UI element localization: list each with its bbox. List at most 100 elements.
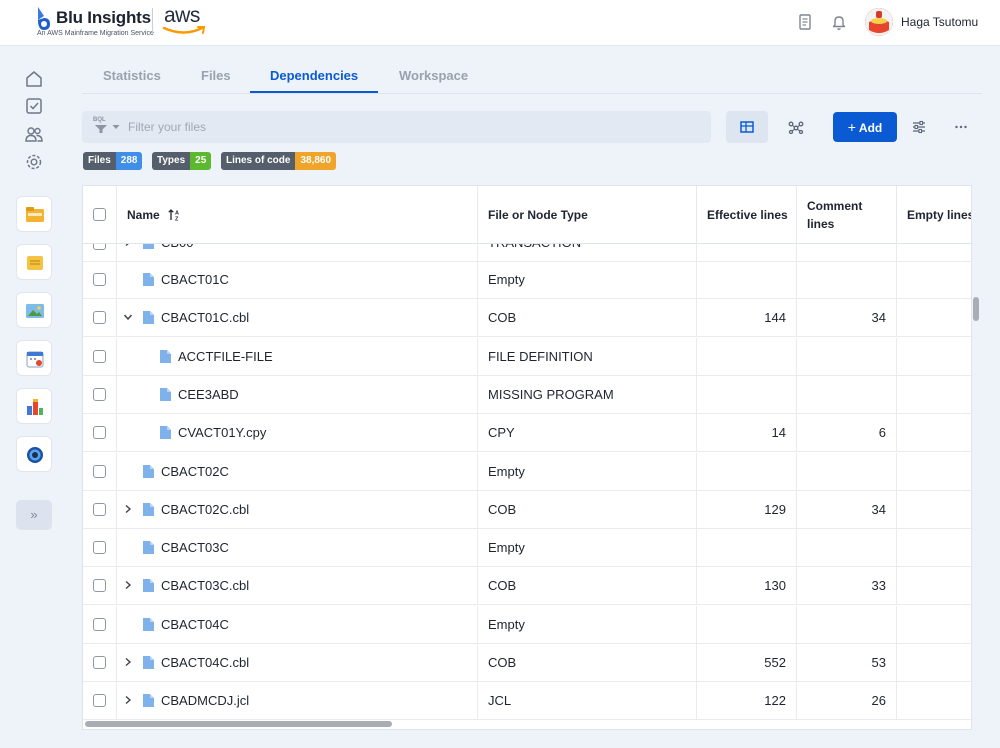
name-cell: CBACT02C.cbl: [117, 490, 478, 529]
file-name[interactable]: CBACT02C.cbl: [161, 501, 250, 517]
row-checkbox[interactable]: [93, 387, 106, 401]
row-checkbox[interactable]: [93, 426, 106, 440]
file-name[interactable]: ACCTFILE-FILE: [178, 348, 273, 364]
sliders-icon: [913, 120, 925, 134]
codebase-app-button[interactable]: [16, 196, 52, 232]
column-header-comment-lines[interactable]: Comment lines: [797, 186, 897, 244]
row-checkbox[interactable]: [93, 464, 106, 478]
column-header-name[interactable]: Name A Z: [117, 186, 478, 244]
file-icon: [143, 541, 154, 555]
type-cell: Empty: [478, 452, 697, 491]
empty-lines-cell: [897, 338, 971, 376]
row-checkbox[interactable]: [93, 311, 106, 325]
column-header-type[interactable]: File or Node Type: [478, 186, 697, 244]
filter-funnel-icon[interactable]: [94, 124, 108, 134]
calendar-app-button[interactable]: [16, 340, 52, 376]
file-name[interactable]: CEE3ABD: [178, 386, 239, 402]
settings-icon[interactable]: [24, 152, 44, 172]
more-options-button[interactable]: [940, 111, 982, 143]
empty-lines-cell: [897, 414, 971, 452]
tab-files[interactable]: Files: [201, 68, 231, 83]
aws-logo: aws: [164, 4, 200, 27]
globe-app-button[interactable]: [16, 436, 52, 472]
effective-lines-cell: 122: [697, 682, 797, 721]
row-checkbox[interactable]: [93, 273, 106, 286]
table-view-button[interactable]: [726, 111, 768, 143]
chevron-right-icon[interactable]: [123, 504, 133, 514]
file-name[interactable]: CBACT04C: [161, 616, 229, 632]
table-row[interactable]: CBADMCDJ.jcl JCL 122 26: [83, 682, 971, 721]
tasks-icon[interactable]: [24, 96, 44, 116]
file-name[interactable]: CBACT01C: [161, 272, 229, 287]
avatar[interactable]: [865, 8, 893, 36]
comment-lines-cell: 34: [797, 299, 897, 338]
sort-icon[interactable]: A Z: [168, 209, 182, 221]
blocks-app-button[interactable]: [16, 388, 52, 424]
filter-input[interactable]: [128, 118, 688, 136]
table-row[interactable]: CEE3ABD MISSING PROGRAM: [83, 375, 971, 414]
blu-insights-logo-icon: [38, 7, 50, 30]
chevron-right-icon[interactable]: [123, 657, 133, 667]
row-checkbox[interactable]: [93, 694, 106, 708]
table-row[interactable]: ACCTFILE-FILE FILE DEFINITION: [83, 337, 971, 376]
row-checkbox[interactable]: [93, 349, 106, 363]
table-row[interactable]: CB00 TRANSACTION: [83, 244, 971, 262]
column-header-effective-lines[interactable]: Effective lines: [697, 186, 797, 244]
notes-app-button[interactable]: [16, 244, 52, 280]
effective-lines-cell: [697, 337, 797, 376]
file-name[interactable]: CVACT01Y.cpy: [178, 425, 267, 441]
file-name[interactable]: CBACT03C: [161, 540, 229, 556]
column-settings-button[interactable]: [898, 111, 940, 143]
file-name[interactable]: CBACT04C.cbl: [161, 655, 250, 670]
vertical-scrollbar[interactable]: [973, 297, 979, 321]
row-checkbox[interactable]: [93, 541, 106, 555]
tab-dependencies[interactable]: Dependencies: [270, 68, 359, 83]
chevron-down-icon[interactable]: [112, 124, 120, 130]
expand-sidebar-button[interactable]: »: [16, 500, 52, 530]
table-row[interactable]: CBACT03C.cbl COB 130 33: [83, 567, 971, 606]
empty-lines-cell: [897, 261, 971, 299]
badge-label: Types: [152, 152, 191, 170]
horizontal-scrollbar[interactable]: [85, 721, 392, 727]
table-row[interactable]: CBACT04C.cbl COB 552 53: [83, 644, 971, 682]
checkbox-cell: [83, 414, 117, 453]
table-row[interactable]: CBACT04C Empty: [83, 605, 971, 644]
file-name[interactable]: CBACT01C.cbl: [161, 310, 250, 326]
image-app-button[interactable]: [16, 292, 52, 328]
checkbox-cell: [83, 567, 117, 606]
user-name[interactable]: Haga Tsutomu: [901, 15, 979, 29]
select-all-checkbox[interactable]: [93, 208, 106, 221]
table-row[interactable]: CVACT01Y.cpy CPY 14 6: [83, 414, 971, 453]
table-row[interactable]: CBACT02C.cbl COB 129 34: [83, 490, 971, 529]
tab-workspace[interactable]: Workspace: [399, 68, 469, 83]
chevron-right-icon[interactable]: [123, 580, 133, 590]
docs-icon[interactable]: [796, 13, 814, 31]
table-row[interactable]: CBACT01C.cbl COB 144 34: [83, 299, 971, 338]
checkbox-cell: [83, 299, 117, 338]
column-header-empty-lines[interactable]: Empty lines: [897, 186, 971, 244]
home-icon[interactable]: [24, 69, 44, 89]
row-checkbox[interactable]: [93, 502, 106, 516]
brand-name: Blu Insights: [56, 8, 151, 27]
table-row[interactable]: CBACT02C Empty: [83, 452, 971, 491]
badge-value: 25: [190, 152, 212, 170]
users-icon[interactable]: [24, 124, 44, 144]
row-checkbox[interactable]: [93, 656, 106, 669]
file-name[interactable]: CBACT02C: [161, 463, 229, 479]
file-name[interactable]: CBADMCDJ.jcl: [161, 693, 250, 709]
chevron-right-icon[interactable]: [123, 244, 133, 247]
tab-statistics[interactable]: Statistics: [103, 68, 161, 83]
effective-lines-cell: [697, 452, 797, 491]
row-checkbox[interactable]: [93, 244, 106, 250]
table-row[interactable]: CBACT01C Empty: [83, 261, 971, 299]
chevron-down-icon[interactable]: [123, 312, 133, 322]
graph-view-button[interactable]: [774, 111, 816, 143]
row-checkbox[interactable]: [93, 579, 106, 593]
row-checkbox[interactable]: [93, 617, 106, 631]
table-row[interactable]: CBACT03C Empty: [83, 529, 971, 568]
add-button[interactable]: + Add: [833, 112, 897, 142]
more-horizontal-icon: [955, 125, 967, 129]
file-name[interactable]: CBACT03C.cbl: [161, 578, 250, 594]
chevron-right-icon[interactable]: [123, 695, 133, 705]
bell-icon[interactable]: [830, 13, 848, 31]
